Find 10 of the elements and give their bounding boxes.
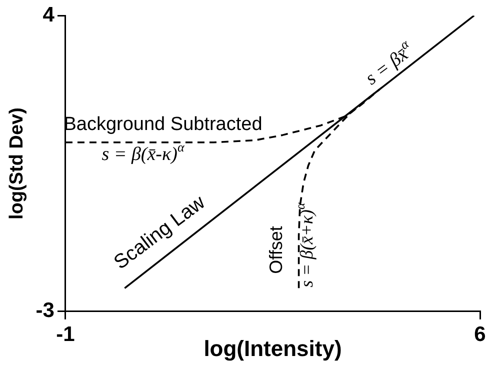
annotation: s = βx̄α [362,35,413,90]
series-label: Background Subtracted [64,114,262,136]
y-tick-label: -3 [36,299,54,322]
y-tick-label: 4 [42,3,55,26]
annotation: s = β(x̄+κ)α [292,201,317,288]
text: Offset [266,226,286,274]
x-axis-title: log(Intensity) [204,336,342,361]
y-axis-title: log(Std Dev) [6,108,28,220]
x-tick-label: 6 [474,322,486,346]
x-tick-label: -1 [56,322,76,346]
